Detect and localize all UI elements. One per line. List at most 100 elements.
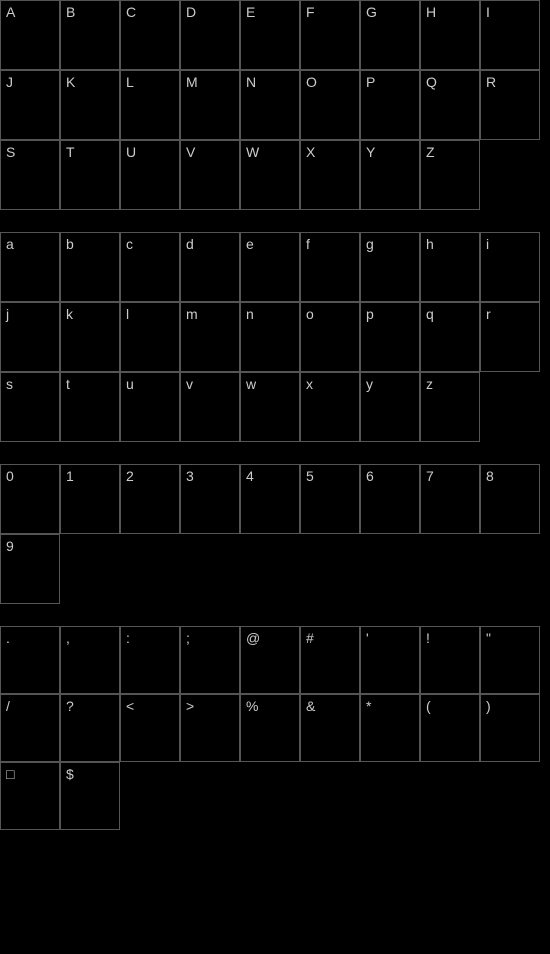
glyph-cell: ; [180,626,240,694]
glyph-cell: f [300,232,360,302]
glyph-cell-empty [420,762,480,830]
glyph-label: C [126,4,136,20]
glyph-cell-empty [360,762,420,830]
glyph-label: j [6,306,9,322]
glyph-label: 3 [186,468,194,484]
glyph-label: v [186,376,193,392]
glyph-cell: 8 [480,464,540,534]
glyph-cell: b [60,232,120,302]
glyph-cell: I [480,0,540,70]
glyph-label: F [306,4,315,20]
glyph-label: 0 [6,468,14,484]
glyph-cell: < [120,694,180,762]
glyph-cell: J [0,70,60,140]
glyph-label: u [126,376,134,392]
glyph-cell: □ [0,762,60,830]
glyph-cell: l [120,302,180,372]
glyph-row: 012345678 [0,464,550,534]
glyph-label: ' [366,630,369,646]
glyph-cell: 7 [420,464,480,534]
glyph-row: ABCDEFGHI [0,0,550,70]
glyph-label: N [246,74,256,90]
glyph-label: z [426,376,433,392]
glyph-label: K [66,74,75,90]
glyph-label: s [6,376,13,392]
glyph-cell: n [240,302,300,372]
glyph-cell: 6 [360,464,420,534]
glyph-label: 7 [426,468,434,484]
glyph-cell: m [180,302,240,372]
glyph-cell: j [0,302,60,372]
glyph-label: * [366,698,371,714]
glyph-label: i [486,236,489,252]
glyph-label: D [186,4,196,20]
glyph-cell: g [360,232,420,302]
glyph-cell: ? [60,694,120,762]
glyph-label: T [66,144,75,160]
glyph-cell: % [240,694,300,762]
glyph-label: a [6,236,14,252]
glyph-label: O [306,74,317,90]
glyph-label: > [186,698,194,714]
glyph-map: ABCDEFGHIJKLMNOPQRSTUVWXYZabcdefghijklmn… [0,0,550,830]
glyph-cell: H [420,0,480,70]
glyph-group-lowercase: abcdefghijklmnopqrstuvwxyz [0,232,550,442]
glyph-cell: M [180,70,240,140]
glyph-cell: O [300,70,360,140]
glyph-cell: Z [420,140,480,210]
glyph-label: Y [366,144,375,160]
glyph-label: ! [426,630,430,646]
glyph-label: $ [66,766,74,782]
glyph-label: g [366,236,374,252]
glyph-label: 6 [366,468,374,484]
glyph-cell: U [120,140,180,210]
glyph-cell: 4 [240,464,300,534]
glyph-label: y [366,376,373,392]
glyph-label: 1 [66,468,74,484]
glyph-cell: z [420,372,480,442]
glyph-cell: X [300,140,360,210]
glyph-cell-empty [120,534,180,604]
glyph-cell: c [120,232,180,302]
glyph-row: /?<>%&*() [0,694,550,762]
glyph-label: . [6,630,10,646]
glyph-label: < [126,698,134,714]
glyph-cell: w [240,372,300,442]
glyph-label: x [306,376,313,392]
glyph-cell-empty [480,534,540,604]
glyph-cell: ) [480,694,540,762]
glyph-cell: ! [420,626,480,694]
glyph-cell: N [240,70,300,140]
glyph-label: w [246,376,256,392]
glyph-cell: 0 [0,464,60,534]
glyph-cell: Q [420,70,480,140]
glyph-cell: G [360,0,420,70]
glyph-cell: 2 [120,464,180,534]
glyph-cell: W [240,140,300,210]
glyph-cell: . [0,626,60,694]
glyph-group-uppercase: ABCDEFGHIJKLMNOPQRSTUVWXYZ [0,0,550,210]
glyph-label: B [66,4,75,20]
glyph-label: V [186,144,195,160]
glyph-cell-empty [480,372,540,442]
glyph-cell: e [240,232,300,302]
glyph-cell: k [60,302,120,372]
glyph-cell-empty [300,762,360,830]
glyph-label: p [366,306,374,322]
glyph-cell: u [120,372,180,442]
glyph-cell: & [300,694,360,762]
glyph-label: ) [486,698,491,714]
glyph-cell: D [180,0,240,70]
glyph-cell: E [240,0,300,70]
glyph-cell: / [0,694,60,762]
glyph-cell: > [180,694,240,762]
glyph-cell: i [480,232,540,302]
glyph-cell: T [60,140,120,210]
glyph-label: 4 [246,468,254,484]
glyph-cell: 1 [60,464,120,534]
glyph-cell: a [0,232,60,302]
glyph-row: jklmnopqr [0,302,550,372]
glyph-cell: h [420,232,480,302]
glyph-cell: " [480,626,540,694]
glyph-cell-empty [60,534,120,604]
